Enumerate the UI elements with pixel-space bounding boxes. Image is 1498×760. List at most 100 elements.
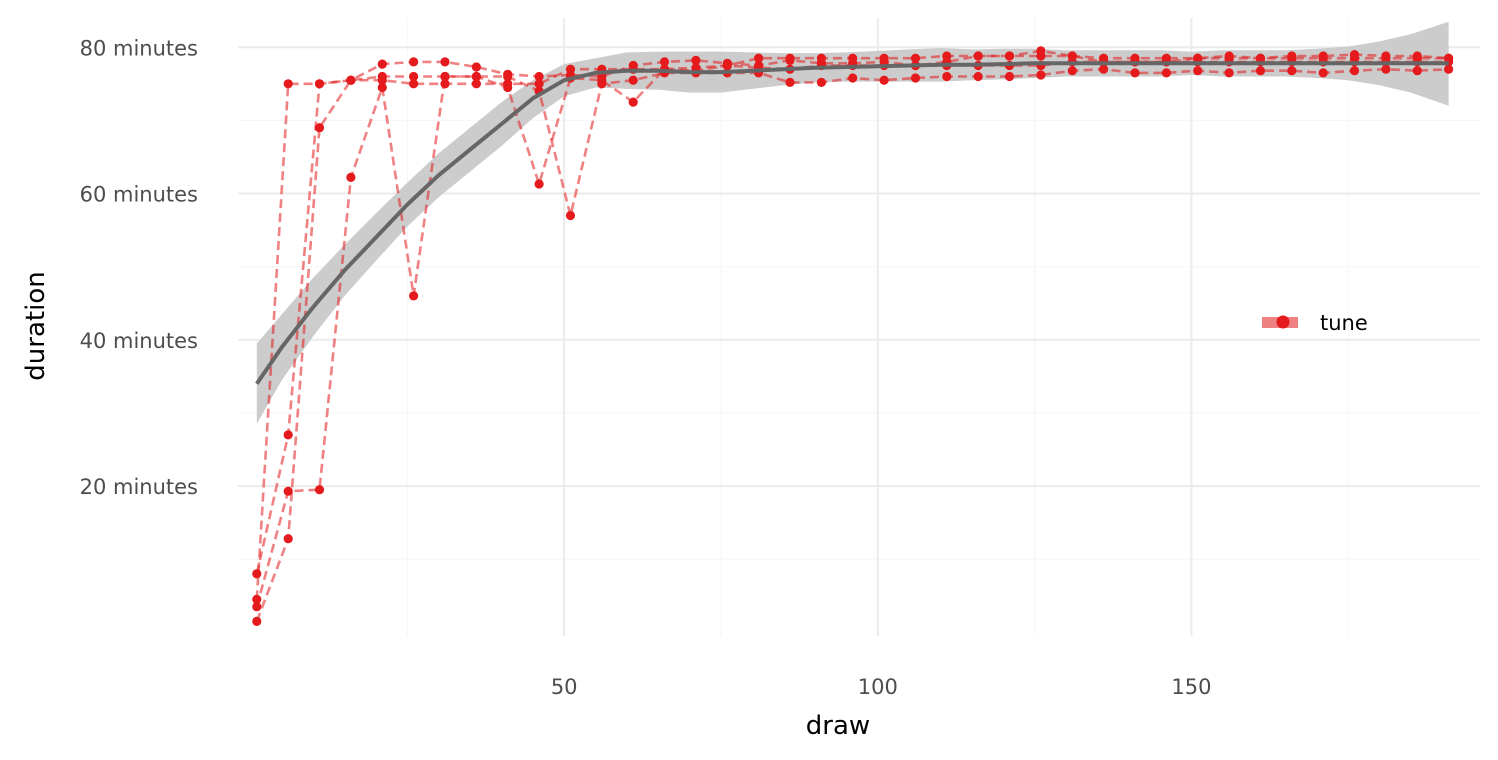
series-2-point [628,60,638,71]
series-2-point [314,79,325,89]
series-3-point [314,485,325,495]
series-4-point [471,71,481,82]
series-3-point [722,60,732,71]
series-4-point [1193,66,1203,76]
series-3-point [1255,53,1266,63]
series-3-point [910,53,921,63]
series-line-2 [255,49,1449,575]
series-4-point [1287,66,1297,76]
series-3-point [1036,51,1046,61]
series-3-point [1444,53,1454,63]
series-4-point [1004,71,1015,82]
series-lines-layer [255,49,1449,622]
series-1-point [409,79,419,89]
series-3-point [848,53,858,63]
series-4-point [252,616,262,627]
series-4-point [879,75,889,85]
smooth-line-layer [255,61,1449,385]
series-3-point [283,486,293,496]
series-3-point [1193,53,1203,63]
series-3-point [346,172,356,182]
series-3-point [942,51,952,61]
legend-label-tune: tune [1320,311,1368,335]
x-tick-label: 50 [551,675,578,699]
series-4-point [440,71,450,82]
series-3-point [628,97,638,107]
series-3-point [1318,53,1328,63]
series-line-3 [255,54,1449,608]
series-3-point [1067,51,1077,61]
series-2-point [252,569,262,579]
x-axis-tick-labels: 50 100 150 [551,675,1212,699]
series-3-point [409,291,419,301]
series-2-point [283,430,293,440]
series-1-point [534,79,544,89]
y-tick-label: 80 minutes [80,36,198,60]
series-3-point [252,602,262,612]
series-3-point [1349,53,1360,63]
series-3-point [879,53,889,63]
series-4-point [1099,64,1109,74]
series-points-layer [252,46,1454,627]
series-4-point [1444,64,1454,74]
y-tick-label: 60 minutes [80,183,198,207]
series-4-point [283,534,293,544]
series-3-point [1412,53,1422,63]
series-4-point [565,210,576,221]
x-axis-title: draw [806,711,870,741]
minor-gridlines [238,18,1480,636]
series-4-point [628,75,638,85]
series-4-point [910,73,921,83]
series-4-point [1349,66,1360,76]
series-4-point [973,71,983,82]
series-4-point [1130,68,1140,78]
series-4-point [314,123,325,133]
series-4-point [409,71,419,82]
series-4-point [816,77,827,87]
series-2-point [440,57,450,67]
series-3-point [973,51,983,61]
series-4-point [503,71,513,82]
series-3-point [1099,53,1109,63]
series-1-point [283,79,293,89]
x-tick-label: 150 [1171,675,1211,699]
series-3-point [503,82,513,93]
series-3-point [785,53,795,63]
series-2-point [534,71,544,82]
y-axis-title: duration [21,271,51,380]
series-2-point [659,57,670,67]
series-4-point [1318,68,1328,78]
series-2-point [471,62,481,72]
series-4-point [346,75,356,85]
series-4-point [1224,68,1234,78]
y-axis-tick-labels: 20 minutes 40 minutes 60 minutes 80 minutes [80,36,198,499]
series-4-point [1381,64,1391,74]
y-tick-label: 20 minutes [80,475,198,499]
series-3-point [1130,53,1140,63]
series-4-point [1412,66,1422,76]
series-4-point [1161,68,1171,78]
series-line-4 [255,67,1449,622]
series-3-point [754,53,764,63]
series-2-point [691,55,701,65]
series-3-point [1287,53,1297,63]
series-2-point [409,57,419,67]
series-3-point [816,53,827,63]
series-4-point [942,71,952,82]
legend-key-point [1276,315,1290,329]
y-tick-label: 40 minutes [80,329,198,353]
series-4-point [1067,66,1077,76]
series-3-point [377,82,387,93]
series-1-point [440,79,450,89]
series-1-point [252,594,262,605]
series-2-point [754,60,764,71]
series-2-point [377,59,387,69]
series-3-point [1224,53,1234,63]
series-4-point [597,79,607,89]
series-4-point [1255,66,1266,76]
series-3-point [1161,53,1171,63]
series-3-point [534,179,544,189]
series-4-point [785,77,795,87]
series-4-point [377,71,387,82]
